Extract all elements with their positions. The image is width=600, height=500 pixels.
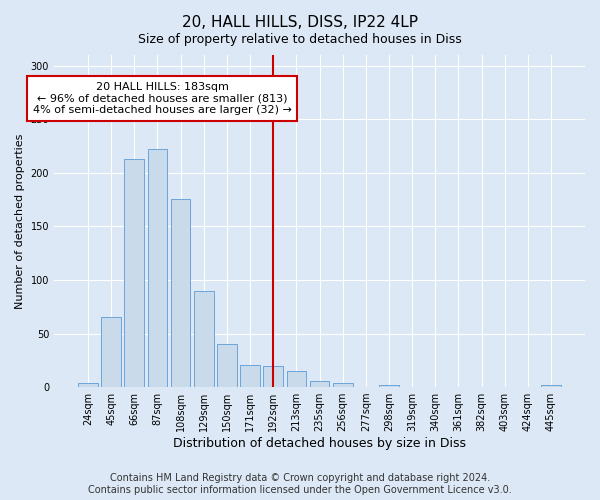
Bar	[194, 290, 214, 387]
Text: 20, HALL HILLS, DISS, IP22 4LP: 20, HALL HILLS, DISS, IP22 4LP	[182, 15, 418, 30]
Bar	[217, 344, 237, 387]
Bar	[171, 198, 190, 387]
Text: Contains HM Land Registry data © Crown copyright and database right 2024.
Contai: Contains HM Land Registry data © Crown c…	[88, 474, 512, 495]
Bar	[78, 383, 98, 387]
Bar	[124, 159, 144, 387]
Bar	[263, 366, 283, 387]
Bar	[240, 364, 260, 387]
Bar	[148, 150, 167, 387]
Text: 20 HALL HILLS: 183sqm
← 96% of detached houses are smaller (813)
4% of semi-deta: 20 HALL HILLS: 183sqm ← 96% of detached …	[32, 82, 292, 115]
Bar	[101, 318, 121, 387]
Bar	[310, 380, 329, 387]
Bar	[541, 385, 561, 387]
Text: Size of property relative to detached houses in Diss: Size of property relative to detached ho…	[138, 32, 462, 46]
Y-axis label: Number of detached properties: Number of detached properties	[15, 134, 25, 308]
Bar	[379, 385, 399, 387]
Bar	[287, 371, 306, 387]
Bar	[333, 383, 353, 387]
X-axis label: Distribution of detached houses by size in Diss: Distribution of detached houses by size …	[173, 437, 466, 450]
